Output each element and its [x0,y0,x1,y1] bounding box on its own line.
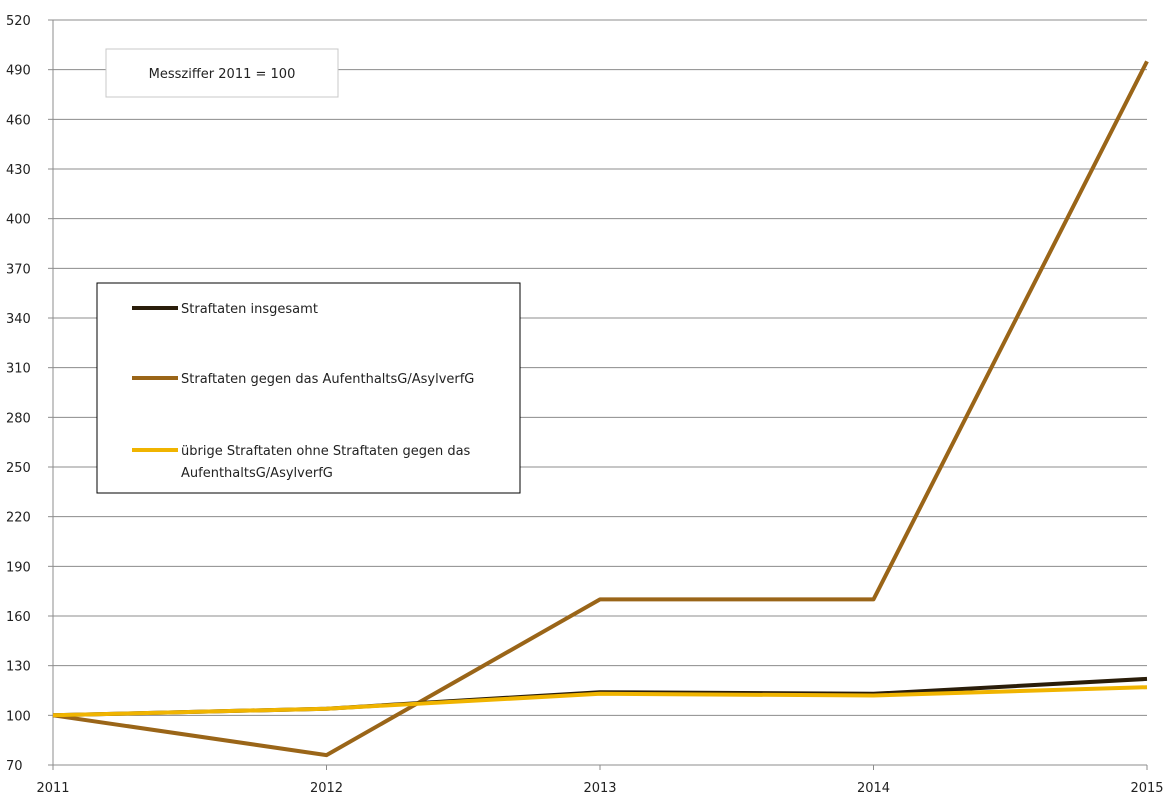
ytick-label-280: 280 [6,411,31,426]
xtick-label-2013: 2013 [583,781,616,796]
xtick-label-2011: 2011 [36,781,69,796]
xtick-label-2014: 2014 [857,781,890,796]
annotation-box: Messziffer 2011 = 100 [105,48,339,98]
ytick-label-460: 460 [6,113,31,128]
series-lines [52,60,1149,758]
legend-label-uebrige-line-1: übrige Straftaten ohne Straftaten gegen … [181,444,471,459]
ytick-label-400: 400 [6,213,31,228]
xtick-label-2015: 2015 [1130,781,1163,796]
series-line-uebrige-straftaten [52,685,1148,718]
legend-label-aufenthaltsg: Straftaten gegen das AufenthaltsG/Asylve… [181,372,474,387]
ytick-label-160: 160 [6,610,31,625]
ytick-label-490: 490 [6,64,31,79]
ytick-label-190: 190 [6,560,31,575]
ytick-label-340: 340 [6,312,31,327]
ytick-label-370: 370 [6,262,31,277]
series-line-aufenthaltsg-asylverfg [52,60,1149,758]
legend-label-straftaten-insgesamt: Straftaten insgesamt [181,302,318,317]
ytick-label-100: 100 [6,709,31,724]
ytick-label-70: 70 [6,759,23,774]
ytick-label-130: 130 [6,660,31,675]
ytick-label-220: 220 [6,511,31,526]
legend: Straftaten insgesamt Straftaten gegen da… [96,282,521,494]
axes [48,19,1148,770]
tick-labels: 70 100 130 160 190 220 250 280 310 340 370 400 430 46… [6,14,1164,796]
ytick-label-310: 310 [6,362,31,377]
annotation-text: Messziffer 2011 = 100 [149,67,296,82]
ytick-label-520: 520 [6,14,31,29]
xtick-label-2012: 2012 [310,781,343,796]
ytick-label-250: 250 [6,461,31,476]
ytick-label-430: 430 [6,163,31,178]
legend-label-uebrige-line-2: AufenthaltsG/AsylverfG [181,466,333,481]
